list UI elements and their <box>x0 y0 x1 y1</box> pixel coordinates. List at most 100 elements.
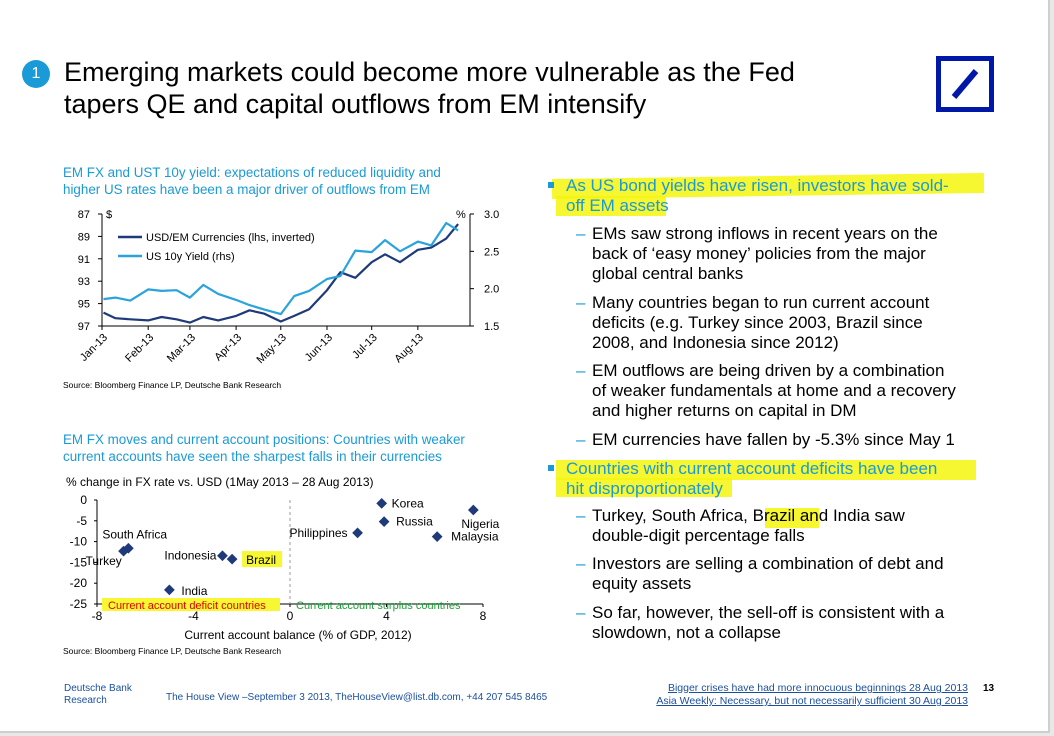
x-tick-label: 0 <box>287 609 294 623</box>
point-label: Philippines <box>290 526 348 540</box>
y-left-tick-label: 91 <box>78 254 90 266</box>
point-label: Turkey <box>86 554 122 568</box>
y-right-tick-label: 2.0 <box>484 284 499 296</box>
footer-org-line: Research <box>64 695 107 706</box>
bullet-line: equity assets <box>592 574 692 593</box>
highlight-marker <box>556 478 732 497</box>
chart-fx-vs-current-account: % change in FX rate vs. USD (1May 2013 –… <box>66 475 500 642</box>
scatter-point-india <box>164 584 175 596</box>
x-tick-label: Jul-13 <box>350 332 380 362</box>
chart2-source: Source: Bloomberg Finance LP, Deutsche B… <box>63 646 282 656</box>
point-label: Brazil <box>246 553 276 567</box>
chart1-title-line: EM FX and UST 10y yield: expectations of… <box>63 165 441 180</box>
bullet-line: slowdown, not a collapse <box>592 623 782 642</box>
y-right-tick-label: 2.5 <box>484 246 499 258</box>
point-label: India <box>181 584 207 598</box>
region-highlight <box>102 598 280 611</box>
x-tick-label: Feb-13 <box>123 332 156 365</box>
region-label-deficit: Current account deficit countries <box>108 600 266 612</box>
region-label-surplus: Current account surplus countries <box>296 600 461 612</box>
chart1-title: EM FX and UST 10y yield: expectations of… <box>63 164 441 198</box>
x-axis-title: Current account balance (% of GDP, 2012) <box>184 628 411 642</box>
bullet-line: EM currencies have fallen by -5.3% since… <box>592 430 955 449</box>
footer-org-line: Deutsche Bank <box>64 683 132 694</box>
bullet-line: back of ‘easy money’ policies from the m… <box>592 244 926 263</box>
footer-contact: The House View –September 3 2013, TheHou… <box>166 692 548 703</box>
bullet-line: Countries with current account deficits … <box>566 459 938 478</box>
scatter-point-nigeria <box>467 504 479 516</box>
highlight-marker <box>556 196 666 216</box>
dash-icon: – <box>576 506 586 525</box>
x-tick-label: -4 <box>188 609 199 623</box>
y-left-tick-label: 87 <box>78 209 90 221</box>
bullet-line: Turkey, South Africa, Brazil and India s… <box>592 506 905 525</box>
footer-organization: Deutsche Bank Research <box>64 683 132 707</box>
chart-fx-vs-ust-yield: 87 89 91 93 95 97 3.0 2.5 2.0 1.5 $ % Jan-13 Feb-13 Ma… <box>78 209 500 366</box>
bullet-line: deficits (e.g. Turkey since 2003, Brazil… <box>592 313 923 332</box>
series-line-us-10y-yield <box>103 221 459 316</box>
bullet-line: 2008, and Indonesia since 2012) <box>592 333 839 352</box>
bullet-line: Investors are selling a combination of d… <box>592 554 944 573</box>
x-tick-label: 4 <box>383 609 390 623</box>
footer-link[interactable]: Bigger crises have had more innocuous be… <box>667 682 968 694</box>
scatter-point-korea <box>376 497 388 509</box>
dash-icon: – <box>576 603 586 622</box>
title-line: tapers QE and capital outflows from EM i… <box>64 89 647 119</box>
dash-icon: – <box>576 554 586 573</box>
title-line: Emerging markets could become more vulne… <box>64 57 795 87</box>
dash-icon: – <box>576 293 586 312</box>
x-tick-label: May-13 <box>254 332 288 366</box>
x-tick-label: Jan-13 <box>78 332 110 364</box>
section-number-badge: 1 <box>22 60 50 88</box>
scatter-point-philippines <box>352 527 363 539</box>
y-tick-label: 0 <box>80 493 87 507</box>
x-tick-label: Mar-13 <box>165 332 198 365</box>
bullet-square-icon <box>548 465 554 471</box>
bullet-line: and higher returns on capital in DM <box>592 401 857 420</box>
bullet-square-icon <box>548 182 554 188</box>
x-tick-label: Apr-13 <box>212 332 244 364</box>
bullet-line: double-digit percentage falls <box>592 526 805 545</box>
scatter-point-turkey <box>118 545 129 557</box>
x-tick-label: -8 <box>92 609 103 623</box>
bullet-line: EMs saw strong inflows in recent years o… <box>592 224 938 243</box>
legend-label: USD/EM Currencies (lhs, inverted) <box>146 232 315 244</box>
bullet-line: So far, however, the sell-off is consist… <box>592 603 945 622</box>
bullet-line: of weaker fundamentals at home and a rec… <box>592 381 956 400</box>
y-right-unit: % <box>456 209 466 221</box>
deutsche-bank-logo <box>936 56 994 112</box>
scatter-point-russia <box>378 516 390 528</box>
chart2-title-line: EM FX moves and current account position… <box>63 432 465 447</box>
chart1-source: Source: Bloomberg Finance LP, Deutsche B… <box>63 380 282 390</box>
y-left-tick-label: 97 <box>78 321 90 333</box>
footer-links: Bigger crises have had more innocuous be… <box>656 682 968 708</box>
scatter-point-brazil <box>226 553 238 565</box>
point-label: Russia <box>396 515 433 529</box>
y-tick-label: -20 <box>70 576 88 590</box>
point-label: Indonesia <box>164 549 216 563</box>
highlight-marker <box>556 460 976 480</box>
chart2-title: EM FX moves and current account position… <box>63 431 465 465</box>
y-left-tick-label: 93 <box>78 276 90 288</box>
y-tick-label: -10 <box>70 535 88 549</box>
x-tick-label: 8 <box>480 609 487 623</box>
dash-icon: – <box>576 430 586 449</box>
y-tick-label: -5 <box>76 514 87 528</box>
slide-title: Emerging markets could become more vulne… <box>64 56 894 120</box>
bullet-line: hit disproportionately <box>566 479 723 498</box>
legend-label: US 10y Yield (rhs) <box>146 251 235 263</box>
y-left-unit: $ <box>106 209 112 221</box>
x-tick-label: Aug-13 <box>392 332 426 366</box>
point-label: Nigeria <box>461 517 499 531</box>
bullet-line: global central banks <box>592 264 744 283</box>
point-label: Malaysia <box>451 530 499 544</box>
page-number: 13 <box>983 683 995 694</box>
x-tick-label: Jun-13 <box>303 332 335 364</box>
footer-link[interactable]: Asia Weekly: Necessary, but not necessar… <box>656 695 968 707</box>
bullet-line: EM outflows are being driven by a combin… <box>592 361 945 380</box>
y-left-tick-label: 89 <box>78 231 90 243</box>
y-tick-label: -25 <box>70 597 88 611</box>
chart1-title-line: higher US rates have been a major driver… <box>63 182 430 197</box>
y-left-tick-label: 95 <box>78 299 90 311</box>
